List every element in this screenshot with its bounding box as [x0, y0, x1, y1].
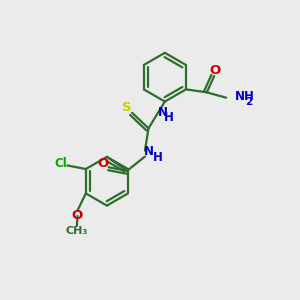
Text: CH₃: CH₃: [66, 226, 88, 236]
Text: H: H: [164, 111, 174, 124]
Text: O: O: [98, 157, 109, 170]
Text: 2: 2: [245, 97, 253, 107]
Text: S: S: [122, 101, 132, 114]
Text: N: N: [143, 145, 154, 158]
Text: O: O: [209, 64, 220, 77]
Text: H: H: [152, 151, 162, 164]
Text: O: O: [71, 209, 82, 223]
Text: Cl: Cl: [55, 158, 67, 170]
Text: NH: NH: [234, 90, 254, 103]
Text: N: N: [158, 106, 168, 119]
